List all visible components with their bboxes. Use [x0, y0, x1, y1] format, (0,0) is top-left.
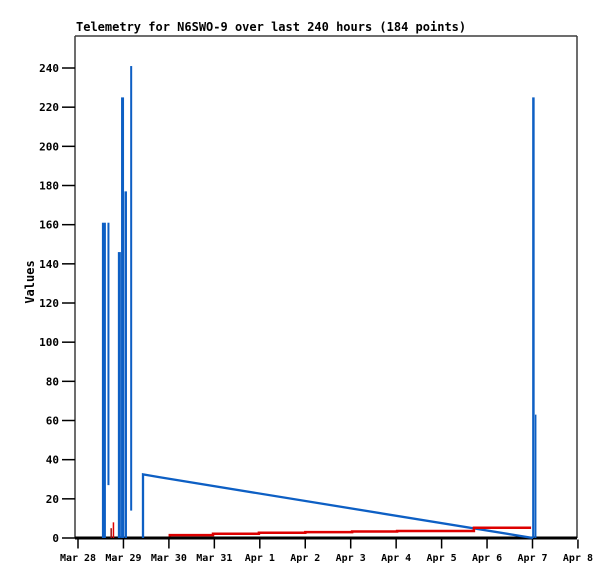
- x-tick-label-apr-4: Apr 4: [381, 553, 411, 564]
- chart-title: Telemetry for N6SWO-9 over last 240 hour…: [76, 20, 467, 34]
- y-tick-label-240: 240: [39, 62, 59, 75]
- y-tick-label-120: 120: [39, 297, 59, 310]
- x-tick-label-apr-6: Apr 6: [472, 553, 502, 564]
- y-tick-label-100: 100: [39, 336, 59, 349]
- telemetry-channel-blue-spike: [534, 414, 537, 538]
- y-tick-label-40: 40: [46, 454, 59, 467]
- telemetry-channel-blue-spike: [117, 252, 121, 538]
- x-tick-label-apr-5: Apr 5: [427, 553, 457, 564]
- y-tick-label-180: 180: [39, 180, 59, 193]
- x-axis-baseline: [75, 536, 577, 540]
- x-tick-label-apr-3: Apr 3: [336, 553, 366, 564]
- telemetry-channel-blue-spike: [121, 97, 125, 538]
- telemetry-channel-darkred-spike: [110, 528, 112, 538]
- telemetry-channel-red-line: [168, 526, 532, 537]
- y-tick-label-60: 60: [46, 415, 59, 428]
- x-tick-label-apr-8: Apr 8: [563, 553, 593, 564]
- telemetry-channel-blue-spike: [107, 222, 110, 486]
- telemetry-channel-blue-spike: [101, 222, 106, 539]
- telemetry-channel-blue-spike: [130, 66, 133, 511]
- telemetry-channel-red-spike: [112, 522, 115, 538]
- x-tick-label-apr-1: Apr 1: [245, 553, 275, 564]
- y-tick-label-0: 0: [52, 532, 59, 545]
- telemetry-channel-blue-line: [141, 473, 534, 540]
- telemetry-channel-blue-spike: [532, 97, 535, 538]
- y-tick-label-80: 80: [46, 375, 59, 388]
- y-tick-label-160: 160: [39, 219, 59, 232]
- x-tick-label-mar-31: Mar 31: [196, 553, 232, 564]
- x-tick-label-mar-29: Mar 29: [105, 553, 141, 564]
- telemetry-channel-blue-spike: [124, 191, 127, 538]
- y-tick-label-20: 20: [46, 493, 59, 506]
- x-tick-label-apr-7: Apr 7: [517, 553, 547, 564]
- y-tick-label-140: 140: [39, 258, 59, 271]
- x-tick-label-mar-28: Mar 28: [60, 553, 96, 564]
- x-tick-label-apr-2: Apr 2: [290, 553, 320, 564]
- y-tick-label-220: 220: [39, 101, 59, 114]
- y-tick-label-200: 200: [39, 140, 59, 153]
- x-tick-label-mar-30: Mar 30: [151, 553, 187, 564]
